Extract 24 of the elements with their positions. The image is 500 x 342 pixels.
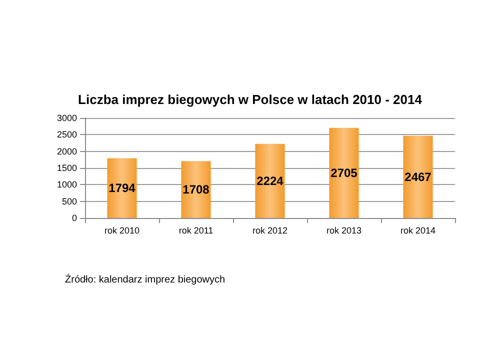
y-tick-label: 2000 <box>56 146 77 156</box>
bar <box>329 128 359 218</box>
x-tick-label: rok 2014 <box>400 226 436 236</box>
x-tick-label: rok 2011 <box>178 226 214 236</box>
chart-title: Liczba imprez biegowych w Polsce w latach 2010 - 2014 <box>78 92 423 107</box>
bar <box>403 136 433 218</box>
bar <box>255 144 285 218</box>
x-tick-label: rok 2012 <box>252 226 288 236</box>
data-label: 1794 <box>108 181 136 196</box>
y-tick-label: 2500 <box>56 130 77 140</box>
y-tick-label: 1500 <box>56 163 77 173</box>
bar <box>181 161 211 218</box>
y-tick-label: 500 <box>62 196 77 206</box>
x-tick-label: rok 2013 <box>326 226 362 236</box>
bar <box>107 158 137 218</box>
y-tick-label: 1000 <box>56 180 77 190</box>
x-tick-label: rok 2010 <box>104 226 140 236</box>
text: Źródło: kalendarz imprez biegowych <box>65 274 226 286</box>
data-label: 1708 <box>182 182 210 197</box>
data-label: 2705 <box>330 166 358 180</box>
y-tick-label: 0 <box>72 213 77 223</box>
y-tick-label: 3000 <box>56 113 77 123</box>
data-label: 2224 <box>256 174 284 188</box>
data-label: 2467 <box>404 170 432 184</box>
